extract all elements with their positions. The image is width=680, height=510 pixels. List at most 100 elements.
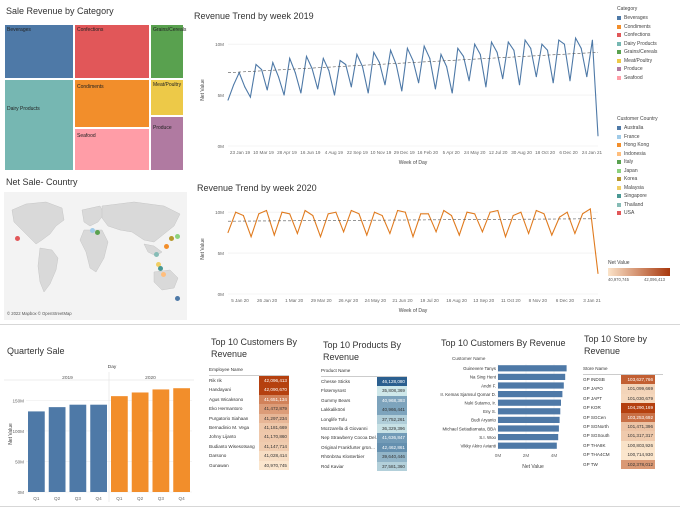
data-point[interactable]	[530, 47, 532, 49]
table-row[interactable]: GP JAPO 101,099,669	[583, 384, 663, 394]
table-row[interactable]: GP THA8K 100,803,926	[583, 440, 663, 451]
map-marker-malaysia[interactable]	[156, 262, 161, 267]
map-marker-japan[interactable]	[175, 234, 180, 239]
data-point[interactable]	[311, 68, 313, 70]
data-point[interactable]	[381, 214, 383, 216]
data-point[interactable]	[273, 234, 275, 236]
data-point[interactable]	[468, 80, 470, 82]
data-point[interactable]	[458, 234, 460, 236]
legend-item-seafood[interactable]: Seafood	[617, 74, 677, 83]
data-point[interactable]	[497, 210, 499, 212]
table-row[interactable]: Nep Strawberry Cocoa Del.. 41,636,847	[321, 433, 407, 443]
weekly-trend-2020-chart[interactable]: 0M 5M 10M Net Value 5 Jan 20 26 Jan 20 1 Mar 2…	[192, 194, 602, 322]
legend-item-hong-kong[interactable]: Hong Kong	[617, 141, 677, 150]
data-point[interactable]	[277, 76, 279, 78]
data-point[interactable]	[281, 211, 283, 213]
table-row[interactable]: Röd Kaviar 37,581,360	[321, 461, 407, 471]
map-marker-italy[interactable]	[95, 230, 100, 235]
bar-vikky-akiro-avianti[interactable]	[498, 442, 557, 449]
data-point[interactable]	[249, 96, 251, 98]
data-point[interactable]	[535, 76, 537, 78]
map-marker-indonesia[interactable]	[161, 272, 166, 277]
data-point[interactable]	[427, 213, 429, 215]
data-point[interactable]	[524, 39, 526, 41]
data-point[interactable]	[541, 43, 543, 45]
data-point[interactable]	[227, 232, 229, 234]
bar-budi-aryanto[interactable]	[498, 416, 560, 423]
data-point[interactable]	[312, 214, 314, 216]
data-point[interactable]	[322, 57, 324, 59]
map-marker-hong-kong[interactable]	[164, 244, 169, 249]
data-point[interactable]	[356, 53, 358, 55]
data-point[interactable]	[582, 213, 584, 215]
table-row[interactable]: GP SGCen 103,253,692	[583, 412, 663, 422]
data-point[interactable]	[575, 37, 577, 39]
bar-ir-kemas-sjamsul-qomar-d[interactable]	[498, 391, 563, 398]
table-row[interactable]: GP KOR 104,290,169	[583, 403, 663, 413]
map-marker-korea[interactable]	[169, 236, 174, 241]
data-point[interactable]	[485, 86, 487, 88]
data-point[interactable]	[481, 231, 483, 233]
data-point[interactable]	[350, 86, 352, 88]
world-map[interactable]: © 2022 Mapbox © OpenStreetMap	[4, 192, 187, 320]
data-point[interactable]	[366, 234, 368, 236]
data-point[interactable]	[304, 210, 306, 212]
treemap-cell-condiments[interactable]: Condiments	[74, 79, 150, 128]
data-point[interactable]	[255, 64, 257, 66]
bar-2020-q2[interactable]	[131, 392, 149, 492]
data-point[interactable]	[558, 216, 560, 218]
data-point[interactable]	[597, 273, 599, 275]
data-point[interactable]	[440, 53, 442, 55]
table-row[interactable]: Rik rik 42,096,413	[209, 376, 289, 386]
table-row[interactable]: GP JAPT 101,030,679	[583, 393, 663, 404]
bar-s-i-woo[interactable]	[498, 434, 559, 441]
legend-item-indonesia[interactable]: Indonesia	[617, 150, 677, 159]
data-point[interactable]	[238, 72, 240, 74]
data-point[interactable]	[489, 211, 491, 213]
bar-2019-q4[interactable]	[90, 404, 107, 492]
treemap-cell-grains-cereals[interactable]: Grains/Cereals	[150, 24, 186, 79]
data-point[interactable]	[289, 213, 291, 215]
treemap-cell-meat-poultry[interactable]: Meat/Poultry	[150, 79, 184, 116]
data-point[interactable]	[558, 39, 560, 41]
legend-item-italy[interactable]: Italy	[617, 158, 677, 167]
legend-item-grains-cereals[interactable]: Grains/Cereals	[617, 48, 677, 57]
data-point[interactable]	[266, 89, 268, 91]
table-row[interactable]: Agus Wicaksono 41,651,134	[209, 394, 289, 405]
data-point[interactable]	[235, 211, 237, 213]
table-row[interactable]: Lakkalikööri 40,966,441	[321, 405, 407, 415]
data-point[interactable]	[389, 232, 391, 234]
bar-na-sing-hent[interactable]	[498, 373, 566, 380]
legend-item-beverages[interactable]: Beverages	[617, 14, 677, 23]
data-point[interactable]	[462, 55, 464, 57]
quarterly-sale-chart[interactable]: Day 0M 50M 100M 150M Net Value 2019 Q1 Q2 Q3 Q4 202…	[4, 358, 194, 504]
treemap-cell-dairy-products[interactable]: Dairy Products	[4, 79, 74, 171]
legend-item-malaysia[interactable]: Malaysia	[617, 184, 677, 193]
data-point[interactable]	[412, 236, 414, 238]
data-point[interactable]	[505, 236, 506, 238]
treemap-chart[interactable]: Beverages Confections Grains/Cereals Condim…	[4, 24, 186, 171]
table-row[interactable]: Mozzarella di Giovanni 36,329,396	[321, 423, 407, 434]
data-point[interactable]	[294, 72, 296, 74]
map-marker-australia[interactable]	[175, 296, 180, 301]
data-point[interactable]	[535, 210, 537, 212]
bar-2020-q1[interactable]	[111, 396, 128, 492]
data-point[interactable]	[250, 236, 252, 238]
data-point[interactable]	[597, 135, 599, 137]
map-marker-usa[interactable]	[15, 236, 20, 241]
legend-item-meat-poultry[interactable]: Meat/Poultry	[617, 57, 677, 66]
data-point[interactable]	[569, 80, 571, 82]
data-point[interactable]	[519, 84, 521, 86]
data-point[interactable]	[345, 64, 347, 66]
bar-2019-q2[interactable]	[48, 407, 66, 492]
data-point[interactable]	[496, 51, 498, 53]
data-point[interactable]	[367, 92, 369, 94]
data-point[interactable]	[335, 211, 337, 213]
data-point[interactable]	[339, 59, 341, 61]
legend-item-japan[interactable]: Japan	[617, 167, 677, 176]
legend-item-condiments[interactable]: Condiments	[617, 23, 677, 32]
bar-nuki-sutarno-ir[interactable]	[498, 399, 561, 406]
table-row[interactable]: GP SGSouth 101,317,317	[583, 431, 663, 441]
table-row[interactable]: Gunawan 40,970,745	[209, 460, 289, 470]
data-point[interactable]	[289, 57, 291, 59]
